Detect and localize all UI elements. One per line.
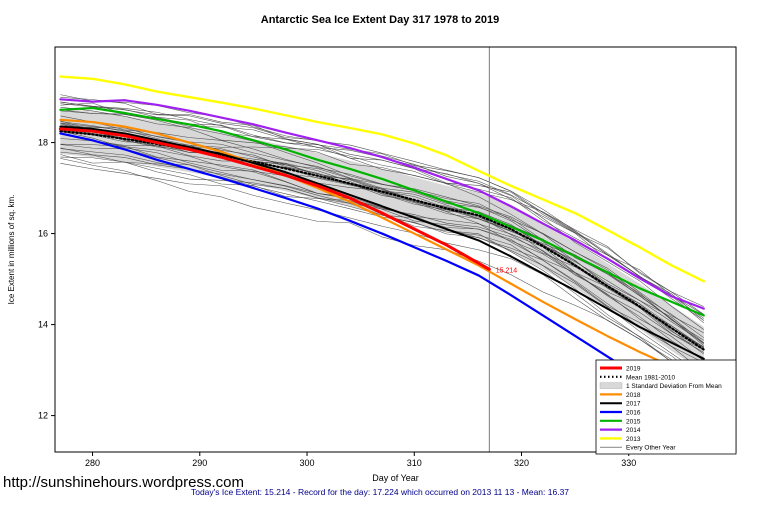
legend-label: 1 Standard Deviation From Mean [626, 383, 722, 390]
std-deviation-band [60, 108, 704, 373]
y-tick-label: 18 [38, 138, 48, 148]
other-year-line [60, 122, 704, 315]
other-year-line [60, 101, 704, 330]
legend-label: 2017 [626, 401, 641, 408]
series-line-2014 [59, 98, 705, 310]
legend-label: 2013 [626, 436, 641, 443]
other-year-line [60, 143, 704, 362]
legend-label: 2016 [626, 410, 641, 417]
y-tick-label: 12 [38, 411, 48, 421]
page-title: Antarctic Sea Ice Extent Day 317 1978 to… [260, 14, 500, 26]
other-year-line [60, 101, 704, 316]
legend-label: Every Other Year [626, 445, 676, 452]
series-line-2015 [59, 106, 705, 317]
series-line-2019 [58, 127, 491, 271]
series-line-2016 [59, 132, 705, 431]
y-tick-label: 16 [38, 229, 48, 239]
x-tick-label: 330 [621, 458, 636, 468]
other-year-line [60, 125, 704, 350]
x-tick-label: 280 [85, 458, 100, 468]
site-url-link[interactable]: http://sunshinehours.wordpress.com [3, 474, 244, 491]
x-axis-label: Day of Year [372, 473, 419, 483]
legend-label: 2015 [626, 418, 641, 425]
other-year-line [60, 156, 704, 373]
other-year-line [60, 94, 705, 321]
plot-border [54, 46, 737, 453]
series-line-2017 [59, 125, 705, 360]
legend-label: 2014 [626, 427, 641, 434]
other-year-line [60, 163, 704, 383]
todays-extent-summary: Today's Ice Extent: 15.214 - Record for … [190, 487, 570, 497]
other-year-line [60, 122, 704, 345]
legend-label: 2019 [626, 366, 641, 373]
x-tick-label: 310 [407, 458, 422, 468]
x-tick-label: 290 [192, 458, 207, 468]
y-axis-label: Ice Extent in millions of sq. km. [7, 195, 16, 305]
y-tick-label: 14 [38, 320, 48, 330]
series-line-2013 [59, 75, 706, 283]
other-year-line [60, 158, 704, 388]
legend-label: 2018 [626, 392, 641, 399]
x-tick-label: 300 [300, 458, 315, 468]
legend-swatch-std-band [599, 382, 623, 389]
series-line-2018 [59, 118, 705, 379]
x-tick-label: 320 [514, 458, 529, 468]
other-year-line [60, 147, 704, 364]
other-year-line [60, 102, 704, 334]
current-extent-annotation: 15.214 [496, 267, 518, 274]
legend-label: Mean 1981-2010 [626, 374, 676, 381]
